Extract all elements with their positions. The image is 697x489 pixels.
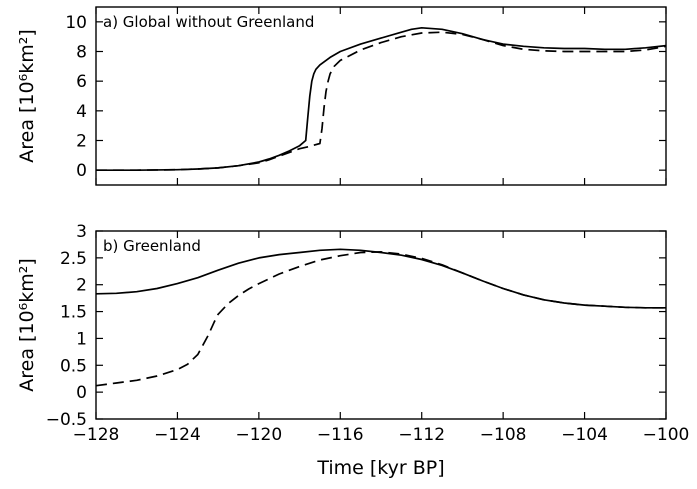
x-tick-label: −116 — [317, 425, 364, 445]
panel-b-ticks: −0.5 0 0.5 1 1.5 2 2.5 3 −128 −124 −120 −116 −112 −10… — [46, 222, 690, 445]
panel-b-xlabel: Time [kyr BP] — [316, 457, 444, 479]
y-tick-label: 1 — [76, 329, 87, 349]
x-tick-label: −100 — [643, 425, 690, 445]
y-tick-label: 2.5 — [60, 249, 87, 269]
x-tick-label: −124 — [154, 425, 201, 445]
y-tick-label: 2 — [76, 132, 87, 152]
y-tick-label: 0.5 — [60, 356, 87, 376]
x-tick-label: −108 — [480, 425, 527, 445]
y-tick-label: 1.5 — [60, 303, 87, 323]
panel-b: b) Greenland Area [10⁶km²] Time [kyr BP]… — [16, 222, 689, 479]
y-tick-label: 0 — [76, 161, 87, 181]
panel-a: a) Global without Greenland Area [10⁶km²… — [16, 6, 667, 186]
panel-a-ticks: 0 2 4 6 8 10 — [65, 7, 667, 185]
y-tick-label: −0.5 — [46, 410, 87, 430]
panel-a-frame — [95, 6, 667, 186]
x-tick-label: −128 — [73, 425, 120, 445]
panel-b-title: b) Greenland — [103, 237, 201, 255]
panel-a-curves — [96, 26, 667, 172]
y-tick-label: 3 — [76, 222, 87, 242]
y-tick-label: 8 — [76, 43, 87, 63]
panel-a-ylabel: Area [10⁶km²] — [16, 29, 38, 163]
x-tick-label: −104 — [561, 425, 608, 445]
y-tick-label: 6 — [76, 72, 87, 92]
x-tick-label: −120 — [236, 425, 283, 445]
panel-b-ylabel: Area [10⁶km²] — [16, 258, 38, 392]
panel-b-curves — [95, 248, 666, 387]
panel-a-title: a) Global without Greenland — [103, 13, 314, 31]
solid-series-line — [95, 248, 666, 309]
solid-series-line — [96, 26, 667, 172]
y-tick-label: 2 — [76, 276, 87, 296]
dashed-series-line — [96, 31, 667, 172]
y-tick-label: 10 — [65, 13, 87, 33]
panel-b-frame — [95, 230, 667, 420]
y-tick-label: 4 — [76, 102, 87, 122]
x-tick-label: −112 — [398, 425, 445, 445]
dashed-series-line — [95, 251, 666, 387]
y-tick-label: 0 — [76, 383, 87, 403]
